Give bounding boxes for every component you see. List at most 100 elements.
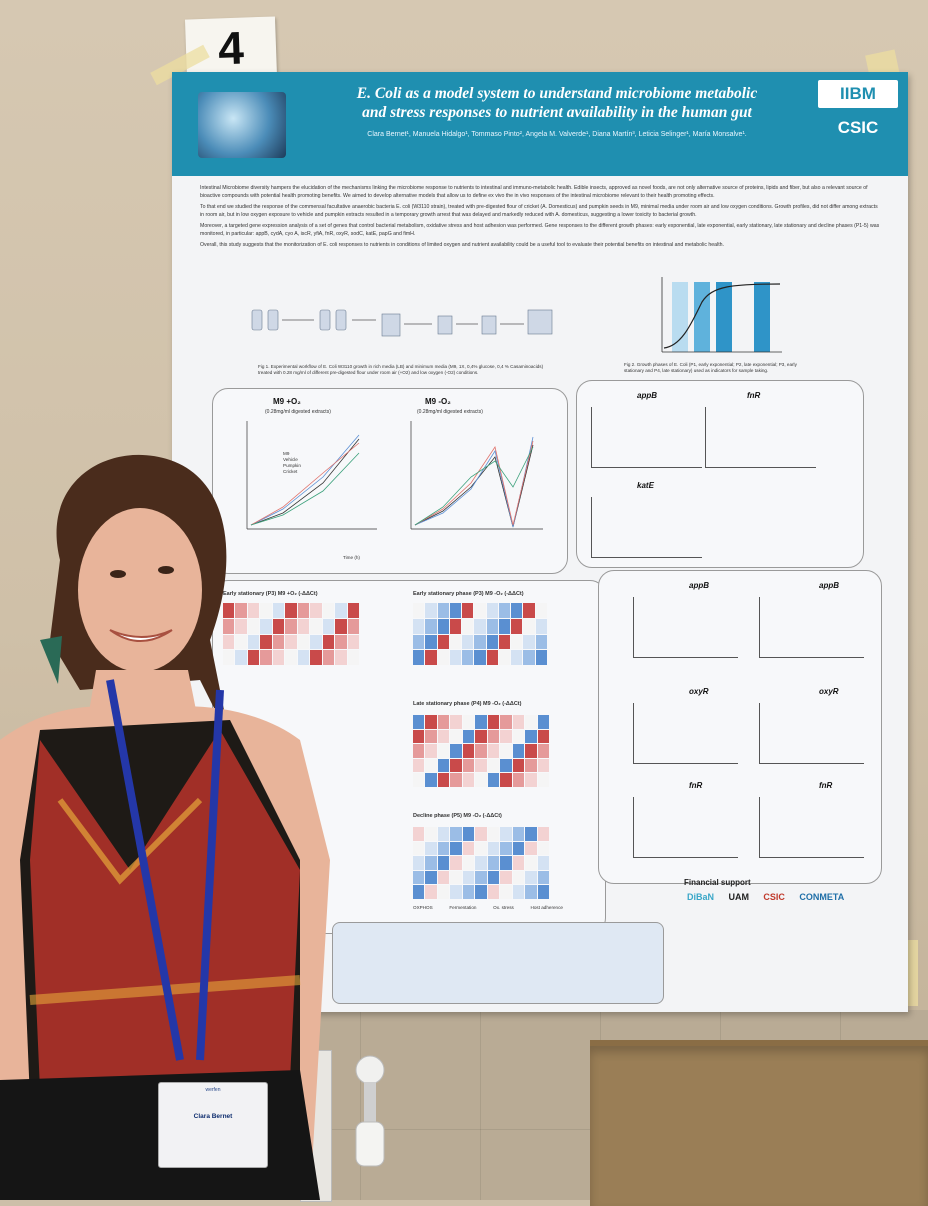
heatmap-cell <box>537 729 549 744</box>
abstract-paragraph: Moreover, a targeted gene expression ana… <box>200 223 880 237</box>
heatmap-cell <box>335 650 347 665</box>
heatmap-cell <box>462 744 475 758</box>
heatmap-groups: OXPHOS Fermentation Ox. stress Host adhe… <box>413 905 563 911</box>
poster-authors: Clara Bernet¹, Manuela Hidalgo¹, Tommaso… <box>367 131 747 138</box>
abstract-paragraph: Intestinal Microbiome diversity hampers … <box>200 185 868 199</box>
fig3-line-charts <box>246 421 543 530</box>
fig5-plot <box>633 597 738 658</box>
fig1-workflow-diagram <box>251 309 553 337</box>
heatmap-cell <box>450 870 462 885</box>
heatmap-cell <box>474 650 486 665</box>
group-label: OXPHOS <box>413 905 433 910</box>
heatmap-cell <box>462 650 474 665</box>
heatmap-cell <box>425 885 437 899</box>
heatmap-cell <box>512 773 525 787</box>
group-label: Fermentation <box>449 905 477 910</box>
fig1-caption: Fig 1. Experimental workflow of E. Coli … <box>258 364 544 375</box>
heatmap-cell <box>450 715 462 729</box>
fig3-growth-curves-panel: M9 +O₂ (0.28mg/ml digested extracts) M9 … <box>212 388 568 574</box>
heatmap-cell <box>335 603 347 618</box>
heatmap-cell <box>487 758 500 773</box>
heatmap-cell <box>500 773 512 787</box>
fig5-plot <box>633 797 738 858</box>
heatmap-cell <box>425 856 437 870</box>
heatmap-cell <box>272 618 285 634</box>
fig3-legend: M9 Vehicle Pumpkin Cricket <box>283 451 301 475</box>
heatmap-cell <box>437 744 450 758</box>
fig4-fnr-plot <box>705 407 816 468</box>
heatmap-cell <box>297 650 310 665</box>
heatmap-cell <box>310 650 322 665</box>
heatmap-cell <box>425 841 437 856</box>
fig4-gene-expression-panel: appB fnR katE <box>576 380 864 568</box>
heatmap-cell <box>260 618 272 634</box>
heatmap-cell <box>247 618 260 634</box>
heatmap-cell <box>425 715 437 729</box>
heatmap-cell <box>500 744 512 758</box>
heatmap-cell <box>297 603 310 618</box>
heatmap-p3-lowo2 <box>413 603 547 665</box>
heatmap-cell <box>413 650 425 665</box>
fig5-plot <box>759 797 864 858</box>
heatmap-cell <box>475 715 487 729</box>
heatmap-cell <box>413 827 425 841</box>
heatmap-cell <box>235 650 247 665</box>
heatmap-cell <box>474 618 486 634</box>
fig3-a-subtitle: (0.28mg/ml digested extracts) <box>265 409 331 415</box>
heatmap-cell <box>437 618 449 634</box>
abstract-paragraph: Overall, this study suggests that the mo… <box>200 242 724 248</box>
heatmap-cell <box>525 715 537 729</box>
heatmap-cell <box>462 603 474 618</box>
heatmap-cell <box>525 841 537 856</box>
heatmap-cell <box>450 744 462 758</box>
heatmap-cell <box>487 773 500 787</box>
heatmap-cell <box>512 758 525 773</box>
heatmap-cell <box>512 885 525 899</box>
abstract-paragraph: To that end we studied the response of t… <box>200 204 878 218</box>
legend-entry: Cricket <box>283 469 298 474</box>
heatmap-cell <box>537 885 549 899</box>
heatmap-cell <box>235 603 247 618</box>
heatmap-cell <box>437 841 450 856</box>
institution-logos: IIBM CSIC <box>818 80 898 138</box>
heatmap-cell <box>487 744 500 758</box>
heatmap-cell <box>223 618 235 634</box>
heatmap-cell <box>437 773 450 787</box>
heatmap-cell <box>537 773 549 787</box>
heatmap-cell <box>475 885 487 899</box>
heatmap-cell <box>450 758 462 773</box>
heatmap-cell <box>500 715 512 729</box>
heatmap-cell <box>462 729 475 744</box>
heatmap-cell <box>487 715 500 729</box>
heatmap-cell <box>525 744 537 758</box>
fig4-kate-title: katE <box>637 481 654 490</box>
heatmap-cell <box>413 856 425 870</box>
name-badge: werfen Clara Bernet <box>158 1082 268 1168</box>
radiator-valve <box>355 1055 385 1167</box>
heatmap-cell <box>437 827 450 841</box>
heatmap-cell <box>272 603 285 618</box>
heatmap-cell <box>462 758 475 773</box>
heatmap-cell <box>537 744 549 758</box>
heatmap-cell <box>285 650 297 665</box>
heatmap-cell <box>498 634 511 650</box>
heatmap-cell <box>347 634 359 650</box>
heatmap-cell <box>335 634 347 650</box>
heatmap-p3-o2 <box>223 603 359 665</box>
heatmap-cell <box>525 827 537 841</box>
badge-name: Clara Bernet <box>193 1113 233 1120</box>
heatmap-cell <box>425 773 437 787</box>
heatmap-cell <box>450 885 462 899</box>
financial-support-title: Financial support <box>684 878 751 887</box>
heatmap-cell <box>425 618 437 634</box>
group-label: Ox. stress <box>493 905 514 910</box>
heatmap-cell <box>498 618 511 634</box>
heatmap-cell <box>260 650 272 665</box>
heatmap-cell <box>462 841 475 856</box>
ecoli-image <box>198 92 286 158</box>
heatmap-cell <box>462 856 475 870</box>
heatmap-cell <box>413 618 425 634</box>
heatmap-cell <box>297 618 310 634</box>
wooden-table <box>590 1040 928 1206</box>
heatmap-cell <box>223 634 235 650</box>
